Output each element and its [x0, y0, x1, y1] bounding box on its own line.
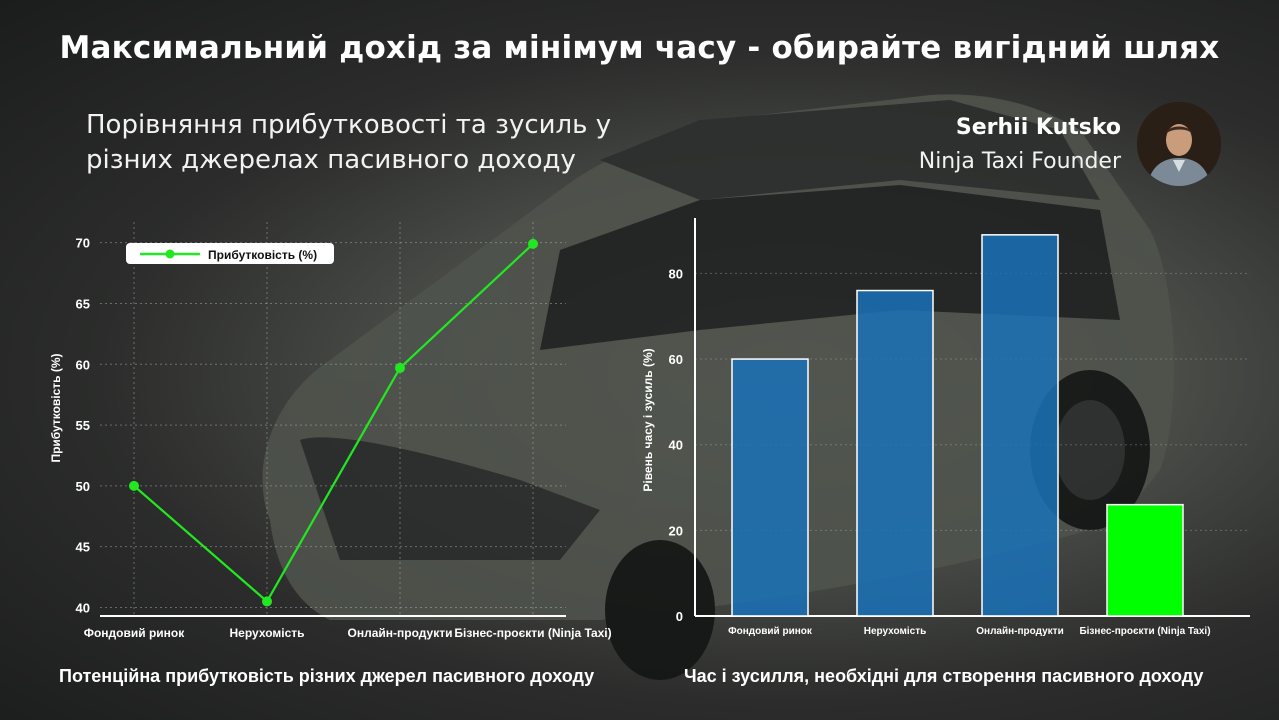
line-chart-x-tick: Нерухомість [229, 626, 304, 640]
line-chart-y-tick: 65 [76, 296, 90, 311]
line-series-profitability [133, 243, 534, 604]
bar [856, 289, 934, 617]
bar-chart-x-tick: Бізнес-проєкти (Ninja Taxi) [1079, 626, 1210, 637]
bar-chart-y-tick: 0 [676, 609, 683, 624]
line-chart-y-axis-label: Прибутковість (%) [49, 353, 63, 462]
legend-box [126, 243, 334, 264]
bar-chart-y-tick: 60 [669, 352, 683, 367]
author-avatar [1137, 102, 1221, 186]
line-chart-y-tick: 40 [76, 600, 90, 615]
line-chart-x-tick: Бізнес-проєкти (Ninja Taxi) [454, 626, 611, 640]
bar-chart-caption: Час і зусилля, необхідні для створення п… [684, 666, 1204, 686]
line-chart-y-ticks: 40 45 50 55 60 65 70 [76, 236, 90, 616]
page-subtitle: Порівняння прибутковості та зусиль у різ… [86, 110, 612, 175]
bar-chart-bars [731, 234, 1184, 617]
author-role: Ninja Taxi Founder [918, 149, 1121, 174]
bar-chart: 0 20 40 60 80 Фондовий ринок Нерухомість Онлай… [641, 218, 1250, 637]
line-chart-caption: Потенційна прибутковість різних джерел п… [59, 666, 595, 686]
bar-chart-x-ticks: Фондовий ринок Нерухомість Онлайн-продукти… [728, 626, 1210, 637]
line-chart-x-tick: Фондовий ринок [84, 626, 186, 640]
bar-chart-y-ticks: 0 20 40 60 80 [669, 266, 683, 624]
bar-chart-x-tick: Фондовий ринок [728, 626, 813, 637]
line-chart-grid [100, 222, 566, 616]
line-chart-x-tick: Онлайн-продукти [348, 626, 453, 640]
legend-label: Прибутковість (%) [208, 248, 317, 262]
bar-chart-y-tick: 20 [669, 523, 683, 538]
car-silhouette [262, 94, 1174, 680]
bar [981, 234, 1059, 617]
line-chart-point [129, 480, 139, 491]
line-chart-y-tick: 70 [76, 236, 90, 251]
line-chart-legend: Прибутковість (%) [126, 243, 334, 264]
bar [731, 358, 809, 617]
line-chart-point [262, 596, 272, 607]
bar-chart-y-tick: 80 [669, 266, 683, 281]
avatar-portrait-icon [1137, 102, 1221, 186]
line-chart-point [395, 362, 405, 373]
bar-highlighted [1106, 503, 1184, 617]
line-chart-x-ticks: Фондовий ринок Нерухомість Онлайн-продукти… [84, 626, 612, 640]
line-chart-y-tick: 50 [76, 479, 90, 494]
line-chart-point [528, 238, 538, 249]
line-chart-y-tick: 60 [76, 357, 90, 372]
bar-chart-x-tick: Онлайн-продукти [976, 626, 1063, 637]
line-chart-points [129, 238, 538, 607]
line-chart: 40 45 50 55 60 65 70 Фондовий ринок Нерухомість… [49, 222, 612, 640]
line-chart-y-tick: 55 [76, 418, 90, 433]
line-chart-y-tick: 45 [76, 540, 90, 555]
bar-chart-y-axis-label: Рівень часу і зусиль (%) [641, 348, 655, 491]
author-name: Serhii Kutsko [955, 115, 1121, 140]
bar-chart-y-tick: 40 [669, 438, 683, 453]
legend-marker [165, 249, 175, 259]
bar-chart-x-tick: Нерухомість [864, 626, 927, 637]
page-title: Максимальний дохід за мінімум часу - оби… [59, 30, 1220, 66]
